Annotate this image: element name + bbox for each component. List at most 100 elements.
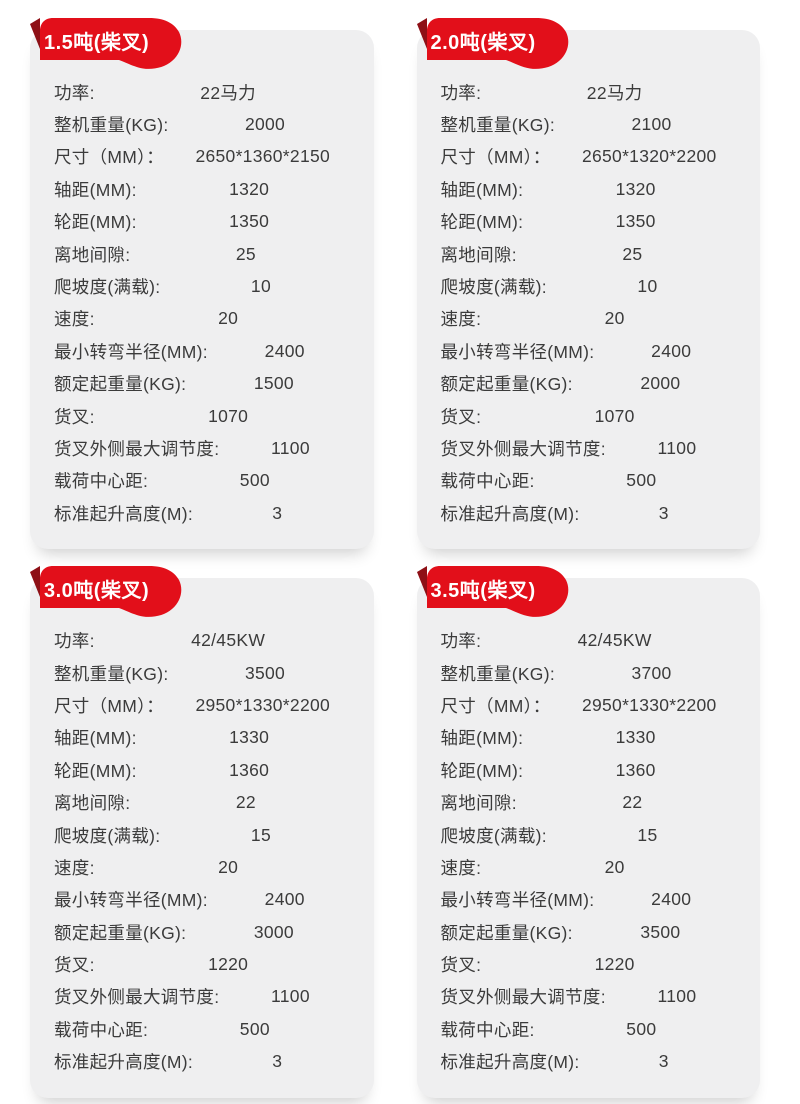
- ribbon-fold-icon: [416, 566, 427, 598]
- spec-value: 42/45KW: [577, 630, 652, 651]
- card-ribbon: 1.5吨(柴叉): [30, 17, 182, 71]
- spec-value: 3: [658, 502, 669, 523]
- ribbon-body-icon: [40, 566, 182, 618]
- spec-value: 22: [235, 792, 256, 813]
- spec-row: 离地间隙: 22: [441, 786, 737, 818]
- spec-label: 货叉外侧最大调节度:: [440, 987, 606, 1008]
- spec-label: 额定起重量(KG):: [440, 922, 573, 943]
- spec-row: 标准起升高度(M): 3: [54, 1046, 350, 1078]
- spec-label: 离地间隙:: [440, 244, 517, 265]
- spec-value: 1350: [615, 211, 656, 232]
- spec-value: 1100: [271, 437, 310, 458]
- spec-value: 1360: [615, 759, 656, 780]
- spec-value: 2650*1360*2150: [195, 146, 331, 167]
- spec-value: 20: [604, 308, 625, 329]
- spec-value: 1500: [253, 373, 294, 394]
- spec-value: 25: [622, 243, 643, 264]
- spec-label: 货叉:: [54, 955, 95, 976]
- spec-value: 1330: [615, 727, 656, 748]
- spec-label: 标准起升高度(M):: [54, 503, 194, 524]
- spec-value: 500: [239, 1018, 270, 1039]
- spec-value: 15: [250, 824, 271, 845]
- spec-row: 载荷中心距: 500: [441, 465, 737, 497]
- spec-row: 最小转弯半径(MM): 2400: [441, 884, 737, 916]
- ribbon-shape-icon: [416, 566, 568, 618]
- spec-row: 速度: 20: [441, 303, 737, 335]
- spec-label: 功率:: [440, 82, 482, 103]
- spec-label: 爬坡度(满载):: [54, 277, 161, 298]
- spec-label: 速度:: [54, 309, 95, 330]
- spec-label: 货叉外侧最大调节度:: [54, 438, 220, 459]
- spec-row: 货叉外侧最大调节度: 1100: [441, 981, 737, 1013]
- spec-row: 标准起升高度(M): 3: [54, 497, 350, 529]
- spec-row: 功率: 22马力: [54, 76, 350, 108]
- spec-label: 尺寸（MM）：: [54, 695, 165, 716]
- spec-row: 爬坡度(满载): 15: [54, 819, 350, 851]
- spec-label: 整机重量(KG):: [54, 663, 169, 684]
- spec-row: 速度: 20: [441, 851, 737, 883]
- spec-row: 速度: 20: [54, 851, 350, 883]
- spec-row: 爬坡度(满载): 10: [54, 270, 350, 302]
- spec-value: 3000: [253, 921, 294, 942]
- spec-row: 最小转弯半径(MM): 2400: [54, 335, 350, 367]
- spec-row: 功率: 22马力: [441, 76, 737, 108]
- spec-row: 货叉外侧最大调节度: 1100: [441, 432, 737, 464]
- spec-value: 15: [637, 824, 658, 845]
- spec-label: 离地间隙:: [440, 793, 517, 814]
- spec-label: 轴距(MM):: [440, 728, 524, 749]
- spec-value: 20: [218, 856, 239, 877]
- ribbon-fold-icon: [30, 566, 40, 598]
- spec-label: 载荷中心距:: [54, 471, 149, 492]
- spec-label: 轴距(MM):: [440, 179, 524, 200]
- spec-row: 轮距(MM): 1360: [441, 754, 737, 786]
- spec-value: 20: [604, 856, 625, 877]
- spec-value: 3500: [244, 662, 286, 683]
- spec-value: 1220: [594, 954, 635, 975]
- spec-label: 尺寸（MM）：: [440, 147, 551, 168]
- spec-value: 10: [250, 276, 271, 297]
- spec-value: 1350: [229, 211, 270, 232]
- spec-value: 500: [626, 470, 657, 491]
- spec-label: 最小转弯半径(MM):: [54, 341, 208, 362]
- spec-value: 2400: [264, 340, 305, 361]
- spec-row: 尺寸（MM）： 2650*1320*2200: [441, 141, 737, 173]
- spec-label: 最小转弯半径(MM):: [440, 890, 595, 911]
- spec-row: 货叉: 1070: [441, 400, 737, 432]
- spec-card: 3.5吨(柴叉) 功率: 42/45KW 整机重量(KG): 3700 尺寸（M…: [416, 566, 760, 1098]
- card-title: 1.5吨(柴叉): [44, 32, 150, 54]
- spec-value: 22马力: [200, 82, 256, 103]
- spec-card: 3.0吨(柴叉) 功率: 42/45KW 整机重量(KG): 3500 尺寸（M…: [30, 566, 374, 1098]
- spec-label: 爬坡度(满载):: [440, 825, 547, 846]
- spec-label: 轮距(MM):: [54, 212, 137, 233]
- spec-value: 42/45KW: [191, 630, 266, 651]
- spec-label: 速度:: [440, 309, 482, 330]
- spec-row: 速度: 20: [54, 303, 350, 335]
- spec-value: 1070: [208, 405, 249, 426]
- spec-label: 载荷中心距:: [54, 1019, 149, 1040]
- spec-label: 功率:: [54, 631, 95, 652]
- spec-label: 轮距(MM):: [440, 212, 524, 233]
- spec-value: 1360: [229, 759, 270, 780]
- spec-value: 2400: [651, 889, 692, 910]
- spec-row: 载荷中心距: 500: [54, 1013, 350, 1045]
- card-ribbon: 2.0吨(柴叉): [416, 17, 569, 71]
- ribbon-fold-icon: [416, 18, 427, 49]
- spec-value: 10: [637, 276, 658, 297]
- spec-row: 额定起重量(KG): 3500: [441, 916, 737, 948]
- spec-row: 最小转弯半径(MM): 2400: [54, 884, 350, 916]
- spec-label: 载荷中心距:: [440, 471, 535, 492]
- spec-row: 离地间隙: 22: [54, 786, 350, 818]
- spec-label: 爬坡度(满载):: [440, 277, 547, 298]
- spec-value: 2400: [651, 340, 692, 361]
- spec-row: 离地间隙: 25: [441, 238, 737, 270]
- spec-label: 标准起升高度(M):: [440, 1052, 580, 1073]
- spec-card: 2.0吨(柴叉) 功率: 22马力 整机重量(KG): 2100 尺寸（MM）：…: [416, 18, 760, 550]
- spec-label: 货叉外侧最大调节度:: [54, 987, 220, 1008]
- spec-value: 1330: [229, 727, 270, 748]
- spec-row: 爬坡度(满载): 10: [441, 270, 737, 302]
- spec-rows: 功率: 42/45KW 整机重量(KG): 3700 尺寸（MM）： 2950*…: [441, 624, 737, 1077]
- spec-label: 货叉:: [54, 406, 95, 427]
- spec-value: 2000: [640, 373, 681, 394]
- spec-label: 标准起升高度(M):: [54, 1052, 194, 1073]
- spec-label: 最小转弯半径(MM):: [54, 890, 208, 911]
